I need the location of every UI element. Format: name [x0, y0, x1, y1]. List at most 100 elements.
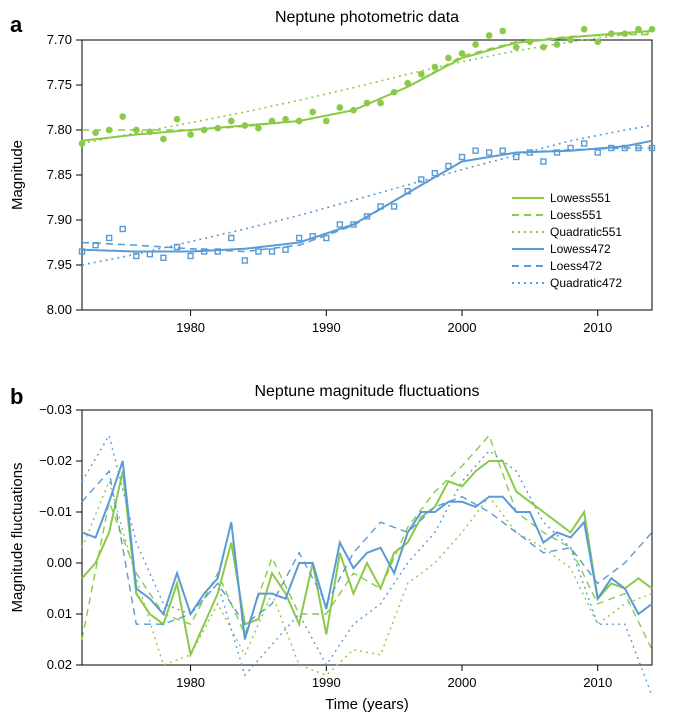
legend-label: Quadratic551	[550, 225, 622, 239]
legend-label: Loess551	[550, 208, 602, 222]
chart-b-ylabel: Magnitude fluctuations	[9, 462, 26, 612]
xtick-label: 1980	[176, 320, 205, 335]
point-551	[391, 89, 398, 96]
point-551	[445, 55, 452, 62]
fit-line-Lowess551	[82, 31, 652, 141]
chart-b-title: Neptune magnitude fluctuations	[254, 383, 479, 400]
chart-a-ylabel: Magnitude	[9, 140, 26, 210]
point-551	[608, 30, 615, 37]
ytick-label: 7.75	[47, 77, 72, 92]
point-472	[229, 236, 234, 241]
figure-svg: a Neptune photometric data 8.00 7.95 7.90 7.8…	[0, 0, 685, 728]
ytick-label: 7.80	[47, 122, 72, 137]
xtick-label: 2010	[583, 675, 612, 690]
point-551	[364, 100, 371, 107]
point-551	[187, 131, 194, 138]
fit-line-Loess551	[82, 35, 652, 130]
ytick-label: 0.02	[47, 657, 72, 672]
point-551	[377, 100, 384, 107]
point-472	[582, 141, 587, 146]
xtick-label: 2000	[448, 675, 477, 690]
point-551	[635, 26, 642, 33]
point-551	[174, 116, 181, 123]
point-472	[473, 148, 478, 153]
point-551	[201, 127, 208, 134]
figure-container: a Neptune photometric data 8.00 7.95 7.90 7.8…	[0, 0, 685, 728]
point-472	[120, 227, 125, 232]
xtick-label: 1990	[312, 320, 341, 335]
series-g_dotted	[82, 481, 652, 675]
point-472	[432, 171, 437, 176]
point-551	[567, 37, 574, 44]
fit-line-Quadratic551	[82, 33, 652, 144]
point-551	[323, 118, 330, 125]
point-551	[147, 128, 154, 135]
point-472	[460, 155, 465, 160]
ytick-label: 8.00	[47, 302, 72, 317]
legend-label: Quadratic472	[550, 276, 622, 290]
point-551	[269, 118, 276, 125]
point-551	[255, 125, 262, 132]
point-551	[106, 127, 113, 134]
point-551	[594, 38, 601, 45]
xtick-label: 2010	[583, 320, 612, 335]
ytick-label: −0.03	[39, 402, 72, 417]
point-551	[581, 26, 588, 33]
point-551	[119, 113, 126, 120]
ytick-label: 7.95	[47, 257, 72, 272]
point-551	[242, 122, 249, 129]
point-551	[554, 41, 561, 48]
ytick-label: −0.01	[39, 504, 72, 519]
series-b_dotted	[82, 436, 652, 696]
xtick-label: 1990	[312, 675, 341, 690]
point-551	[513, 44, 520, 51]
point-551	[404, 80, 411, 87]
point-551	[432, 64, 439, 71]
point-551	[486, 32, 493, 39]
ytick-label: 7.90	[47, 212, 72, 227]
point-551	[540, 44, 547, 51]
point-472	[188, 254, 193, 259]
xtick-label: 2000	[448, 320, 477, 335]
point-472	[107, 236, 112, 241]
point-551	[92, 129, 99, 136]
panel-a-label: a	[10, 12, 23, 37]
point-472	[242, 258, 247, 263]
point-472	[514, 155, 519, 160]
legend-label: Lowess472	[550, 242, 611, 256]
point-472	[256, 249, 261, 254]
point-551	[309, 109, 316, 116]
ytick-label: −0.02	[39, 453, 72, 468]
point-472	[392, 204, 397, 209]
xtick-label: 1980	[176, 675, 205, 690]
chart-b-xlabel: Time (years)	[325, 696, 409, 713]
point-551	[459, 50, 466, 57]
series-g_solid	[82, 461, 652, 655]
point-551	[622, 30, 629, 37]
series-g_dashed	[82, 436, 652, 650]
point-551	[214, 125, 221, 132]
point-472	[487, 150, 492, 155]
point-551	[296, 118, 303, 125]
point-472	[283, 247, 288, 252]
point-472	[337, 222, 342, 227]
point-551	[418, 71, 425, 78]
point-551	[350, 107, 357, 114]
point-551	[282, 116, 289, 123]
ytick-label: 7.70	[47, 32, 72, 47]
panel-b-label: b	[10, 384, 23, 409]
point-551	[527, 38, 534, 45]
point-551	[472, 41, 479, 48]
point-472	[500, 148, 505, 153]
ytick-label: 7.85	[47, 167, 72, 182]
chart-a-title: Neptune photometric data	[275, 9, 459, 26]
point-472	[270, 249, 275, 254]
point-551	[499, 28, 506, 35]
point-551	[649, 26, 656, 33]
point-551	[79, 140, 86, 147]
legend-label: Loess472	[550, 259, 602, 273]
point-472	[595, 150, 600, 155]
point-551	[133, 127, 140, 134]
legend-label: Lowess551	[550, 191, 611, 205]
ytick-label: 0.00	[47, 555, 72, 570]
